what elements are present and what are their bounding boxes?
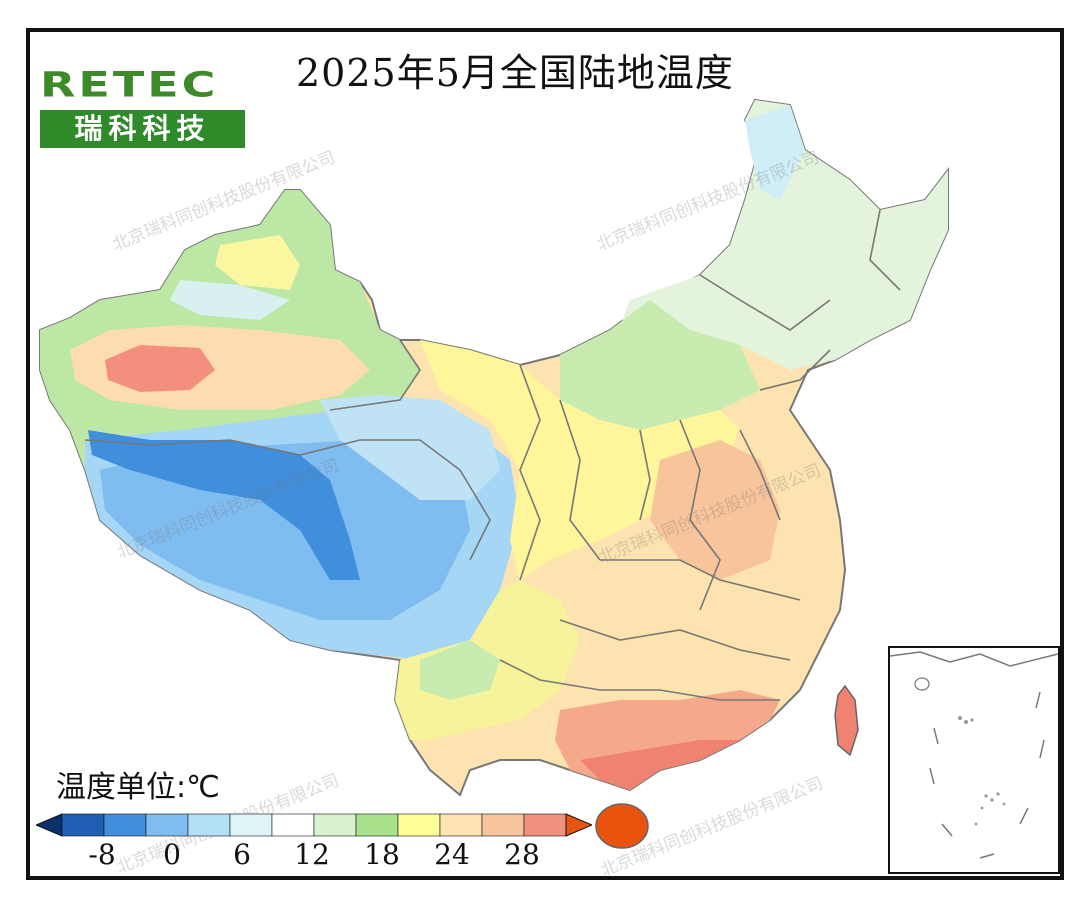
south-china-sea-inset bbox=[888, 646, 1060, 874]
region-tianshan-cool bbox=[170, 280, 290, 320]
region-northeast bbox=[600, 100, 948, 390]
legend-color-cell bbox=[481, 813, 525, 837]
region-hinggan-cool bbox=[745, 105, 805, 200]
region-tarim-hot bbox=[105, 345, 215, 392]
legend-color-cell bbox=[61, 813, 105, 837]
legend-color-cell bbox=[439, 813, 483, 837]
legend-tick: 24 bbox=[434, 838, 470, 871]
region-tibet-cold bbox=[88, 430, 360, 580]
legend-tick: 6 bbox=[233, 838, 251, 871]
inset-map bbox=[889, 651, 1059, 859]
legend-tick: -8 bbox=[88, 838, 116, 871]
map-title: 2025年5月全国陆地温度 bbox=[296, 51, 734, 95]
legend-tick: 0 bbox=[163, 838, 181, 871]
region-guangdong-hot bbox=[580, 740, 740, 790]
legend-color-cell bbox=[103, 813, 147, 837]
logo-subtitle: 瑞科科技 bbox=[40, 110, 245, 148]
legend-color-cell bbox=[271, 813, 315, 837]
legend-title: 温度单位:℃ bbox=[56, 770, 220, 805]
legend-color-cell bbox=[397, 813, 441, 837]
region-xinjiang-yellow bbox=[215, 235, 300, 290]
legend-color-cell bbox=[229, 813, 273, 837]
legend-tick: 28 bbox=[504, 838, 540, 871]
legend-tick: 12 bbox=[294, 838, 330, 871]
region-central-warm bbox=[650, 440, 780, 580]
legend-color-cell bbox=[355, 813, 399, 837]
taiwan-island bbox=[834, 684, 859, 757]
legend-color-cell bbox=[187, 813, 231, 837]
legend-color-cell bbox=[313, 813, 357, 837]
region-yunnan-green bbox=[420, 640, 500, 700]
legend-colorbar bbox=[36, 813, 592, 837]
hainan-island bbox=[595, 803, 649, 849]
logo-wordmark: RETEC bbox=[40, 64, 219, 105]
region-north-green bbox=[560, 300, 760, 430]
region-qinghai-cool bbox=[320, 395, 500, 500]
legend-tick: 18 bbox=[364, 838, 400, 871]
legend-color-cell bbox=[523, 813, 567, 837]
legend-color-cell bbox=[145, 813, 189, 837]
company-logo: RETEC 瑞科科技 bbox=[40, 64, 245, 150]
